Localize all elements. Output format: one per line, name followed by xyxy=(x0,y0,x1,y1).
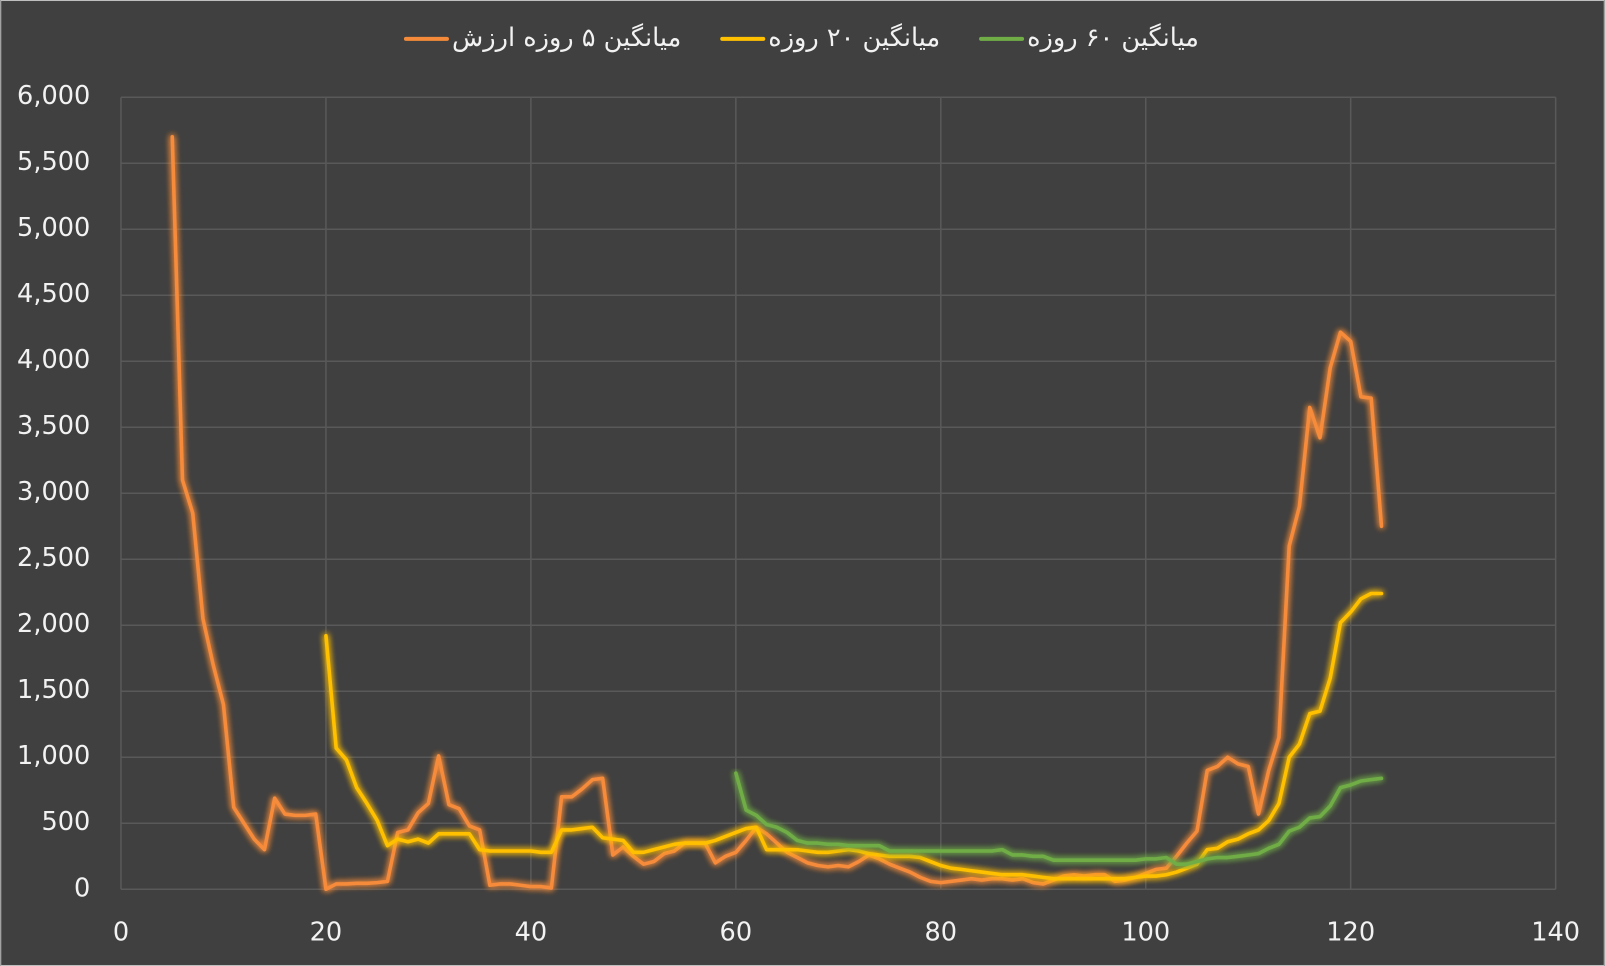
y-tick-label: 2,000 xyxy=(17,609,90,639)
y-tick-label: 5,000 xyxy=(17,213,90,243)
x-tick-label: 0 xyxy=(113,917,129,947)
legend-item: میانگین ۶۰ روزه xyxy=(979,23,1199,53)
legend-item: میانگین ۲۰ روزه xyxy=(720,23,940,53)
y-tick-label: 500 xyxy=(41,807,90,837)
legend-label: میانگین ۶۰ روزه xyxy=(1027,23,1199,53)
x-tick-label: 120 xyxy=(1326,917,1375,947)
legend-label: میانگین ۲۰ روزه xyxy=(768,23,940,53)
series-line xyxy=(170,135,1384,892)
series-line xyxy=(324,591,1384,881)
y-tick-label: 1,500 xyxy=(17,675,90,705)
y-tick-label: 3,000 xyxy=(17,477,90,507)
series-line xyxy=(734,771,1384,866)
x-tick-label: 40 xyxy=(515,917,548,947)
x-tick-label: 80 xyxy=(925,917,958,947)
y-tick-label: 4,000 xyxy=(17,345,90,375)
x-tick-label: 20 xyxy=(310,917,343,947)
y-tick-label: 0 xyxy=(74,873,90,903)
legend: میانگین ۵ روزه ارزش میانگین ۲۰ روزه میانگی… xyxy=(403,23,1199,53)
y-tick-label: 2,500 xyxy=(17,543,90,573)
legend-label: میانگین ۵ روزه ارزش xyxy=(452,23,681,53)
x-tick-label: 100 xyxy=(1121,917,1170,947)
y-tick-label: 4,500 xyxy=(17,279,90,309)
y-tick-label: 1,000 xyxy=(17,741,90,771)
y-tick-label: 5,500 xyxy=(17,147,90,177)
legend-item: میانگین ۵ روزه ارزش xyxy=(403,23,681,53)
y-tick-label: 6,000 xyxy=(17,81,90,111)
x-tick-label: 60 xyxy=(720,917,753,947)
y-tick-label: 3,500 xyxy=(17,411,90,441)
x-tick-label: 140 xyxy=(1531,917,1580,947)
